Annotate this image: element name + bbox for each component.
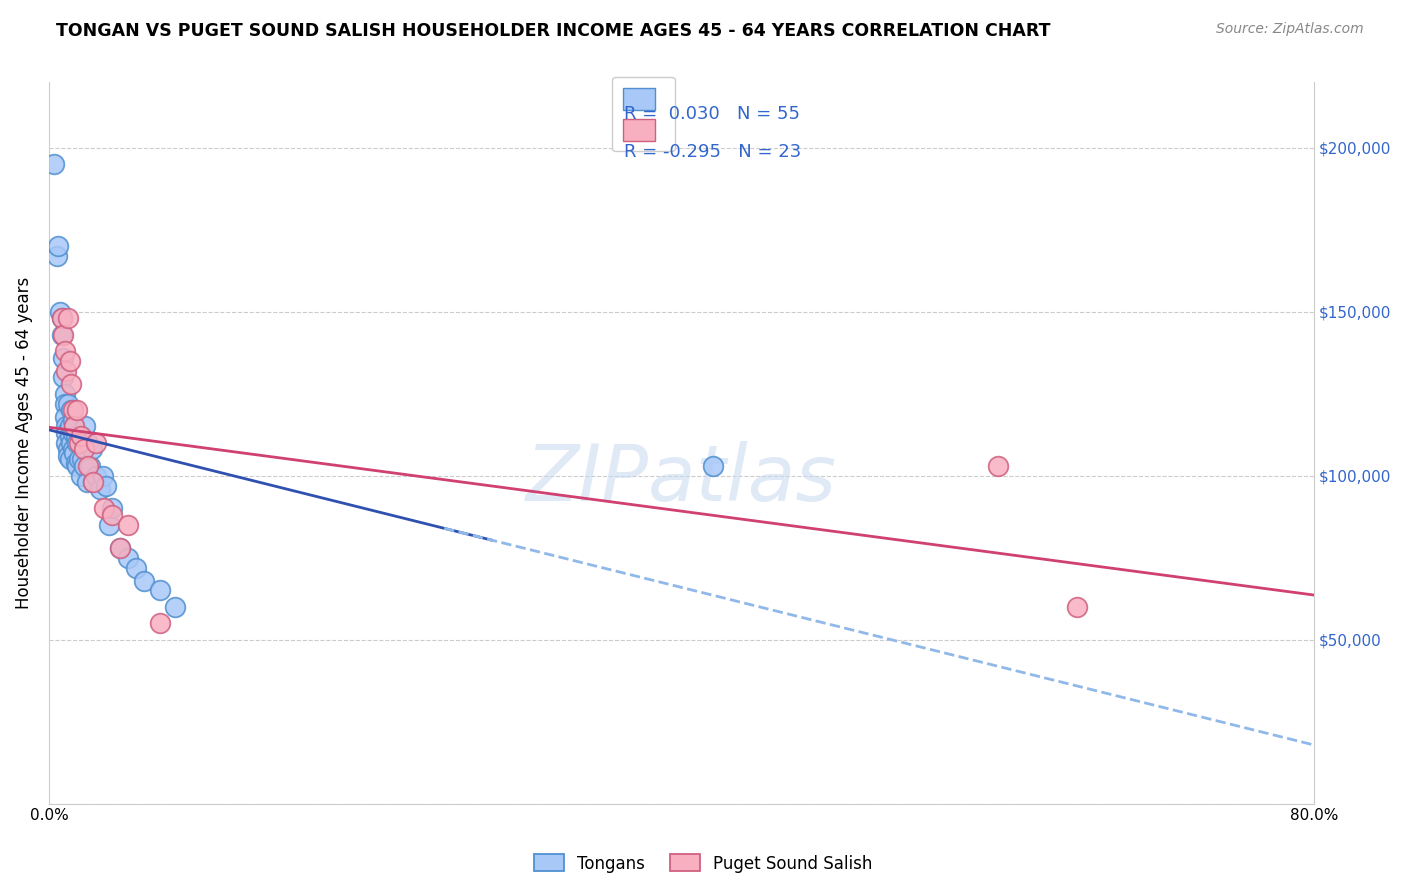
Point (63, 419, 86, 434)
Point (77, 458, 100, 473)
Point (82, 475, 104, 490)
Point (63, 419, 86, 434)
Point (101, 501, 124, 516)
Text: TONGAN VS PUGET SOUND SALISH HOUSEHOLDER INCOME AGES 45 - 64 YEARS CORRELATION C: TONGAN VS PUGET SOUND SALISH HOUSEHOLDER… (56, 22, 1050, 40)
Point (149, 616, 172, 631)
Point (73, 458, 96, 473)
Point (56, 311, 79, 326)
Point (76, 475, 98, 490)
Point (86, 436, 108, 450)
Point (93, 501, 115, 516)
Point (73, 442, 96, 457)
Point (69, 429, 91, 443)
Point (56, 442, 79, 457)
Text: Source: ZipAtlas.com: Source: ZipAtlas.com (1216, 22, 1364, 37)
Point (42, 157, 65, 171)
Point (94, 478, 117, 492)
Y-axis label: Householder Income Ages 45 - 64 years: Householder Income Ages 45 - 64 years (15, 277, 32, 609)
Legend: , : , (612, 77, 675, 152)
Point (125, 560, 148, 574)
Point (53, 409, 76, 424)
Point (108, 541, 131, 555)
Point (101, 508, 124, 522)
Point (56, 396, 79, 410)
Point (48, 239, 70, 253)
Point (49, 304, 72, 318)
Point (53, 344, 76, 359)
Point (55, 425, 77, 440)
Point (108, 541, 131, 555)
Point (58, 419, 80, 434)
Point (1066, 599, 1088, 614)
Point (75, 419, 97, 434)
Point (117, 550, 139, 565)
Point (62, 425, 84, 440)
Point (67, 452, 90, 467)
Point (987, 458, 1010, 473)
Point (86, 468, 108, 483)
Point (66, 403, 89, 417)
Point (67, 436, 90, 450)
Point (149, 583, 172, 598)
Point (82, 475, 104, 490)
Point (55, 419, 77, 434)
Point (60, 403, 83, 417)
Point (70, 452, 93, 467)
Point (69, 468, 91, 483)
Point (69, 429, 91, 443)
Point (132, 574, 155, 588)
Point (98, 517, 121, 532)
Point (55, 364, 77, 378)
Legend: Tongans, Puget Sound Salish: Tongans, Puget Sound Salish (527, 847, 879, 880)
Point (58, 452, 80, 467)
Point (52, 370, 75, 384)
Point (56, 449, 79, 463)
Point (62, 413, 84, 427)
Point (51, 327, 73, 342)
Point (51, 311, 73, 326)
Point (66, 458, 89, 473)
Point (52, 327, 75, 342)
Point (63, 446, 86, 460)
Point (52, 351, 75, 365)
Point (58, 429, 80, 443)
Point (65, 429, 87, 443)
Point (60, 436, 83, 450)
Point (62, 442, 84, 457)
Point (80, 442, 103, 457)
Text: R =  0.030   N = 55: R = 0.030 N = 55 (624, 105, 800, 123)
Point (65, 456, 87, 470)
Point (53, 386, 76, 401)
Point (45, 249, 67, 263)
Point (77, 436, 100, 450)
Point (702, 458, 724, 473)
Text: ZIPatlas: ZIPatlas (526, 441, 837, 517)
Point (51, 311, 73, 326)
Point (53, 396, 76, 410)
Point (117, 517, 139, 532)
Point (79, 458, 101, 473)
Point (165, 599, 187, 614)
Text: R = -0.295   N = 23: R = -0.295 N = 23 (624, 144, 801, 161)
Point (60, 376, 83, 391)
Point (62, 403, 84, 417)
Point (58, 354, 80, 368)
Point (66, 436, 89, 450)
Point (55, 436, 77, 450)
Point (89, 482, 111, 496)
Point (91, 468, 114, 483)
